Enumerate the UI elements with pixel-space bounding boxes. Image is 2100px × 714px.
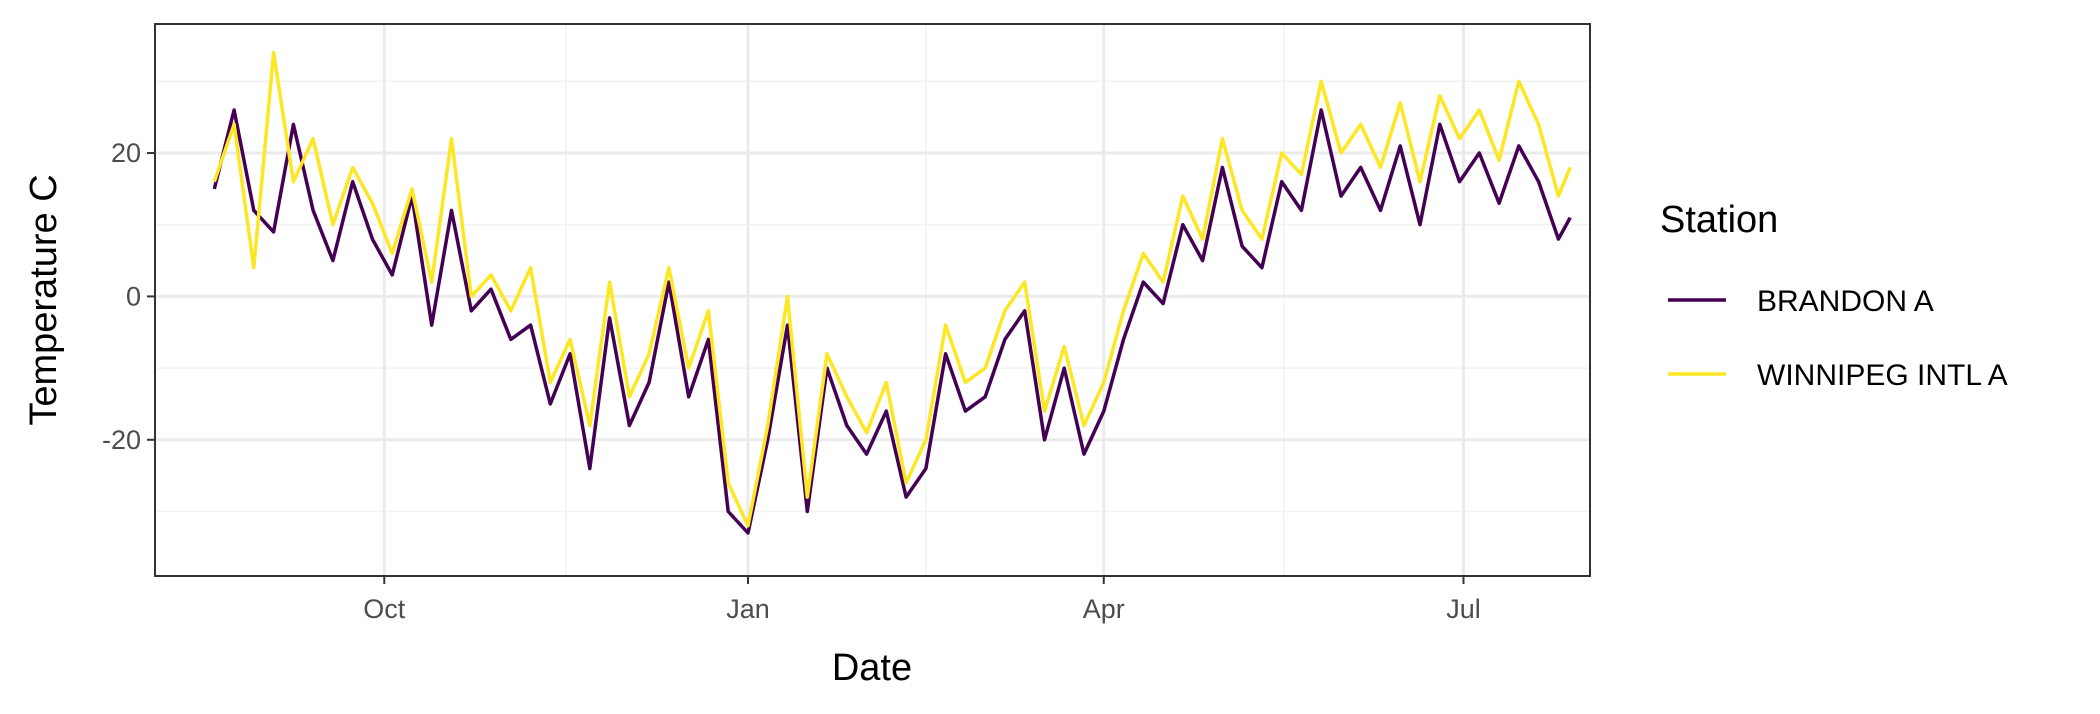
y-tick-label: -20 (102, 425, 141, 455)
legend-label-1: BRANDON A (1757, 285, 1934, 318)
plot-background (155, 24, 1590, 576)
x-tick-label: Oct (363, 594, 406, 624)
y-axis-title: Temperature C (23, 174, 65, 425)
series-line-1 (212, 108, 1572, 535)
legend-label-2: WINNIPEG INTL A (1757, 359, 2008, 392)
x-tick-label: Apr (1083, 594, 1125, 624)
y-tick-label: 0 (126, 281, 141, 311)
x-tick-label: Jul (1446, 594, 1481, 624)
y-tick-label: 20 (111, 138, 141, 168)
x-tick-label: Jan (726, 594, 770, 624)
series-lines (212, 50, 1572, 535)
x-axis-title: Date (832, 647, 912, 689)
legend-title: Station (1660, 199, 1778, 241)
x-axis-ticks: Oct Jan Apr Jul (363, 576, 1481, 624)
plot-border (154, 23, 1591, 577)
series-line-2 (212, 50, 1572, 528)
legend: Station BRANDON A WINNIPEG INTL A (1660, 199, 2008, 392)
grid-lines (155, 24, 1590, 576)
y-axis-ticks: -20 0 20 (102, 138, 155, 455)
